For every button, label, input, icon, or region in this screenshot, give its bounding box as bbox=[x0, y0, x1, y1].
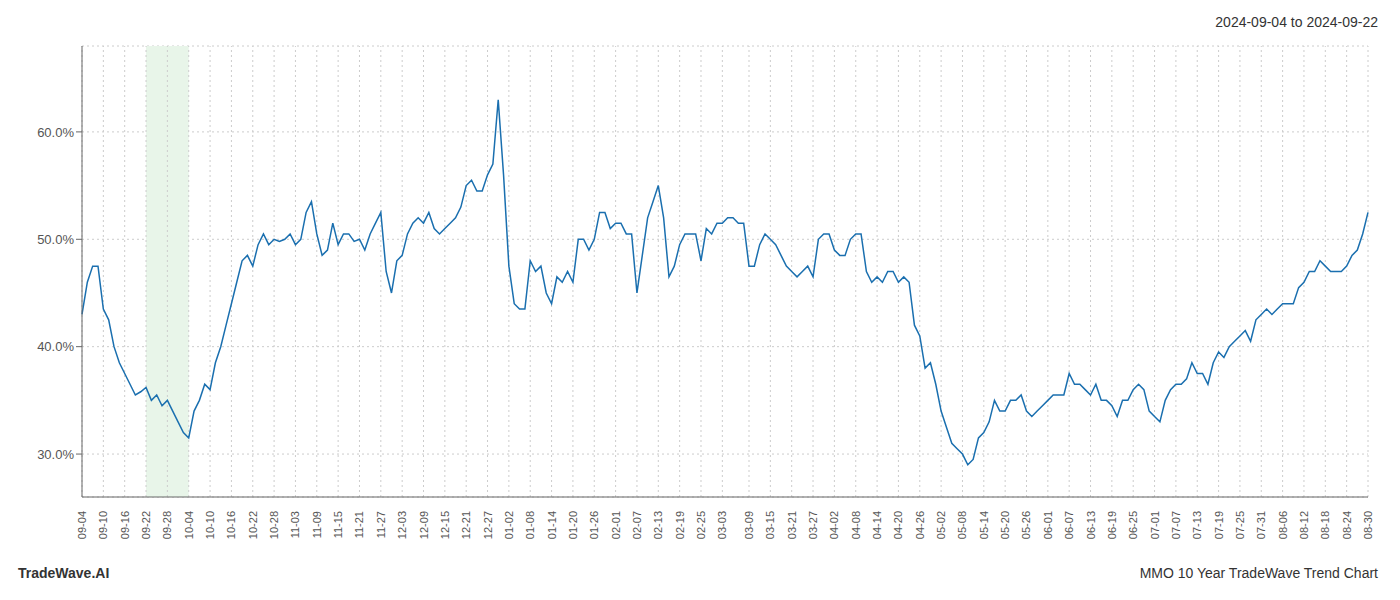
svg-text:07-13: 07-13 bbox=[1191, 511, 1203, 539]
svg-text:01-02: 01-02 bbox=[503, 511, 515, 539]
svg-text:06-13: 06-13 bbox=[1085, 511, 1097, 539]
html-text:TradeWave.AI: TradeWave.AI bbox=[18, 565, 110, 581]
svg-text:10-16: 10-16 bbox=[225, 511, 237, 539]
svg-text:03-27: 03-27 bbox=[807, 511, 819, 539]
svg-text:05-02: 05-02 bbox=[935, 511, 947, 539]
svg-text:07-19: 07-19 bbox=[1213, 511, 1225, 539]
svg-text:06-19: 06-19 bbox=[1106, 511, 1118, 539]
svg-text:10-10: 10-10 bbox=[204, 511, 216, 539]
html-text:2024-09-04 to 2024-09-22: 2024-09-04 to 2024-09-22 bbox=[1215, 14, 1378, 30]
svg-text:09-22: 09-22 bbox=[140, 511, 152, 539]
svg-text:05-08: 05-08 bbox=[956, 511, 968, 539]
svg-text:30.0%: 30.0% bbox=[37, 447, 74, 462]
svg-text:02-25: 02-25 bbox=[695, 511, 707, 539]
svg-text:05-14: 05-14 bbox=[978, 511, 990, 539]
svg-text:12-27: 12-27 bbox=[482, 511, 494, 539]
svg-text:50.0%: 50.0% bbox=[37, 232, 74, 247]
svg-text:02-13: 02-13 bbox=[652, 511, 664, 539]
svg-text:06-01: 06-01 bbox=[1042, 511, 1054, 539]
svg-text:11-21: 11-21 bbox=[353, 511, 365, 538]
svg-text:12-21: 12-21 bbox=[460, 511, 472, 539]
svg-text:04-14: 04-14 bbox=[871, 511, 883, 539]
svg-text:10-22: 10-22 bbox=[247, 511, 259, 539]
svg-text:02-19: 02-19 bbox=[674, 511, 686, 539]
svg-text:01-26: 01-26 bbox=[588, 511, 600, 539]
svg-text:07-31: 07-31 bbox=[1255, 511, 1267, 539]
svg-text:04-20: 04-20 bbox=[892, 511, 904, 539]
svg-text:06-07: 06-07 bbox=[1063, 511, 1075, 539]
svg-text:08-18: 08-18 bbox=[1319, 511, 1331, 539]
svg-text:12-15: 12-15 bbox=[439, 511, 451, 539]
svg-text:09-16: 09-16 bbox=[119, 511, 131, 539]
svg-text:08-24: 08-24 bbox=[1341, 511, 1353, 539]
svg-text:10-28: 10-28 bbox=[268, 511, 280, 539]
svg-text:09-04: 09-04 bbox=[76, 511, 88, 539]
svg-text:40.0%: 40.0% bbox=[37, 339, 74, 354]
svg-text:10-04: 10-04 bbox=[183, 511, 195, 539]
svg-text:07-07: 07-07 bbox=[1170, 511, 1182, 539]
svg-text:11-09: 11-09 bbox=[311, 511, 323, 538]
svg-text:11-27: 11-27 bbox=[375, 511, 387, 538]
svg-text:03-09: 03-09 bbox=[743, 511, 755, 539]
svg-text:06-25: 06-25 bbox=[1127, 511, 1139, 539]
svg-text:09-10: 09-10 bbox=[97, 511, 109, 539]
svg-text:01-20: 01-20 bbox=[567, 511, 579, 539]
svg-text:02-01: 02-01 bbox=[610, 511, 622, 539]
svg-text:03-21: 03-21 bbox=[786, 511, 798, 539]
svg-text:04-08: 04-08 bbox=[850, 511, 862, 539]
svg-text:05-20: 05-20 bbox=[999, 511, 1011, 539]
svg-text:01-08: 01-08 bbox=[524, 511, 536, 539]
svg-text:02-07: 02-07 bbox=[631, 511, 643, 539]
svg-text:08-12: 08-12 bbox=[1298, 511, 1310, 539]
svg-text:11-15: 11-15 bbox=[332, 511, 344, 538]
svg-text:11-03: 11-03 bbox=[289, 511, 301, 538]
svg-text:08-06: 08-06 bbox=[1277, 511, 1289, 539]
svg-text:03-15: 03-15 bbox=[764, 511, 776, 539]
svg-text:09-28: 09-28 bbox=[161, 511, 173, 539]
svg-text:60.0%: 60.0% bbox=[37, 125, 74, 140]
svg-text:01-14: 01-14 bbox=[546, 511, 558, 539]
svg-text:04-02: 04-02 bbox=[828, 511, 840, 539]
svg-text:12-03: 12-03 bbox=[396, 511, 408, 539]
svg-text:05-26: 05-26 bbox=[1020, 511, 1032, 539]
html-text:MMO 10 Year TradeWave Trend Ch: MMO 10 Year TradeWave Trend Chart bbox=[1139, 565, 1378, 581]
svg-text:08-30: 08-30 bbox=[1362, 511, 1374, 539]
svg-text:07-01: 07-01 bbox=[1149, 511, 1161, 539]
svg-text:12-09: 12-09 bbox=[418, 511, 430, 539]
svg-text:03-03: 03-03 bbox=[716, 511, 728, 539]
svg-text:04-26: 04-26 bbox=[914, 511, 926, 539]
svg-text:07-25: 07-25 bbox=[1234, 511, 1246, 539]
